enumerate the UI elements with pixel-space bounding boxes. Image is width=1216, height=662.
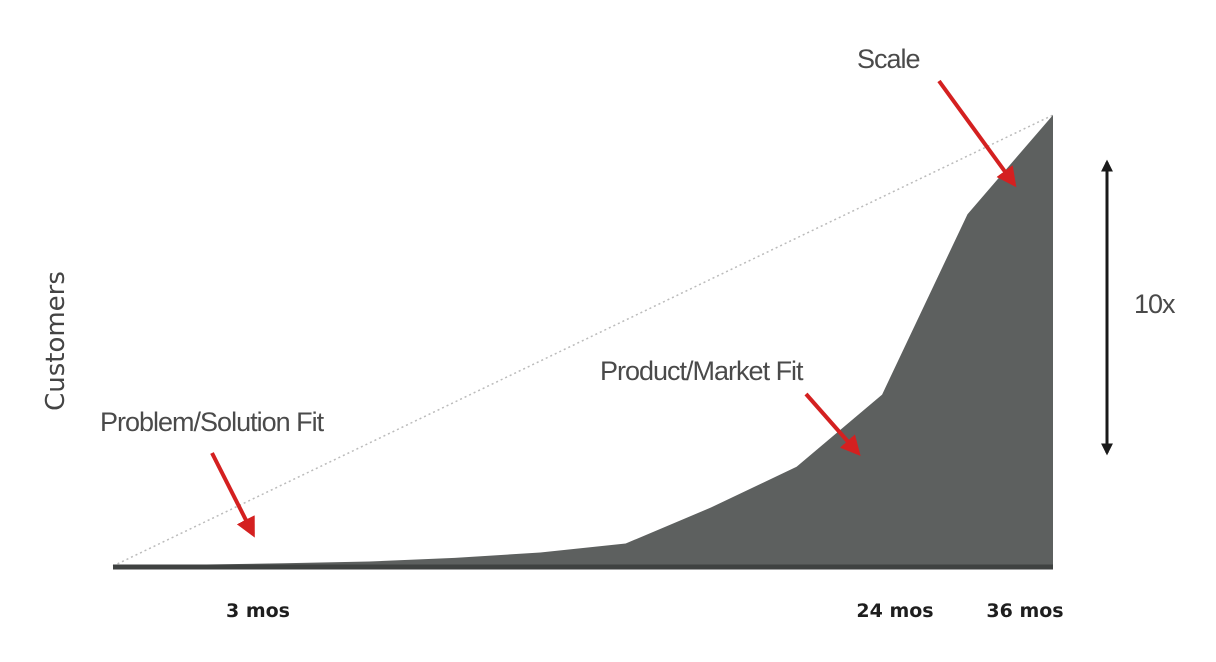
annotation-scale: Scale	[857, 44, 920, 74]
guide-line	[112, 114, 1054, 567]
annotation-product-market-fit: Product/Market Fit	[600, 356, 804, 386]
annotation-problem-solution-fit: Problem/Solution Fit	[100, 407, 325, 437]
y-axis-label: Customers	[41, 271, 71, 411]
series-area	[113, 115, 1053, 566]
arrow-problem-solution-fit	[210, 452, 255, 538]
x-tick-3-mos: 3 mos	[226, 600, 290, 622]
x-tick-24-mos: 24 mos	[856, 600, 933, 622]
growth-label: 10x	[1134, 289, 1176, 319]
arrow-product-market-fit	[804, 392, 861, 457]
x-tick-36-mos: 36 mos	[986, 600, 1063, 622]
arrow-scale	[937, 79, 1017, 188]
